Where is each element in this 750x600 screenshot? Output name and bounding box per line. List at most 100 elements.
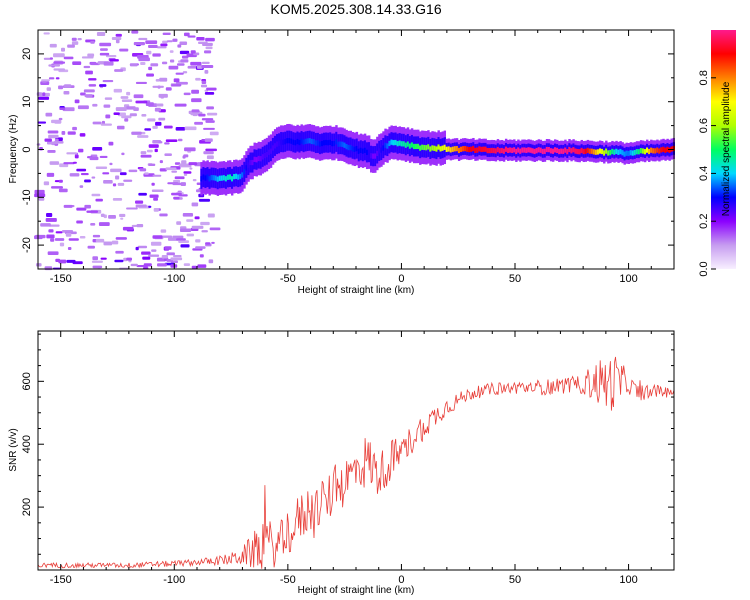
ridge-core [478,146,481,152]
noise-speckle [133,107,139,111]
ridge-core [304,138,308,145]
noise-speckle [174,176,185,180]
noise-speckle [154,148,158,153]
ridge-core [560,148,563,154]
noise-speckle [201,118,214,121]
noise-speckle [131,224,138,228]
noise-speckle [63,56,74,60]
noise-speckle [130,263,138,267]
snr-background [38,331,674,570]
ridge-core [613,149,616,155]
noise-speckle [204,50,212,54]
noise-speckle [48,229,54,233]
noise-speckle [180,226,187,230]
noise-speckle [68,238,79,241]
noise-speckle [205,120,215,123]
noise-speckle [191,98,202,103]
noise-speckle [201,80,207,85]
ridge-core [476,147,479,153]
noise-speckle [72,161,77,164]
ridge-core [566,149,569,155]
noise-speckle [120,217,124,220]
ridge-core [449,147,453,153]
noise-speckle [191,89,200,94]
noise-speckle [194,216,200,220]
colorbar-tick-label: 0.8 [698,70,710,85]
ridge-core [351,146,355,152]
noise-speckle [37,121,47,124]
ridge-core [333,140,336,147]
noise-speckle [126,257,133,261]
snr-x-tick-label: -50 [280,574,296,586]
ridge-core [327,140,330,146]
ridge-core [492,147,496,154]
noise-speckle [72,126,77,131]
noise-speckle [159,213,168,217]
ridge-core [574,148,577,154]
ridge-core [627,150,630,157]
noise-speckle [123,257,128,262]
noise-speckle [152,85,164,88]
spectrogram-x-tick-label: -100 [163,273,185,285]
noise-speckle [131,131,142,135]
ridge-core [666,146,669,152]
noise-speckle [148,44,158,48]
noise-speckle [190,50,196,54]
noise-speckle [207,112,218,116]
noise-speckle [171,192,182,196]
snr-x-tick-label: -150 [50,574,72,586]
noise-speckle [90,40,95,44]
noise-speckle [200,84,208,88]
noise-speckle [164,153,172,157]
noise-speckle [198,113,206,117]
noise-speckle [171,170,178,173]
ridge-core [447,146,451,152]
noise-speckle [159,77,168,82]
noise-speckle [112,183,117,187]
ridge-core [576,148,579,155]
ridge-core [455,146,459,152]
ridge-core [316,140,320,146]
ridge-core [249,159,252,166]
noise-speckle [148,66,153,71]
noise-speckle [84,204,91,209]
noise-speckle [161,254,169,259]
ridge-core [535,148,539,154]
noise-speckle [187,35,196,38]
ridge-core [335,139,338,145]
noise-speckle [79,235,86,239]
ridge-core [280,139,283,145]
ridge-core [494,148,498,154]
ridge-core [453,146,457,152]
noise-speckle [148,254,160,257]
ridge-core [551,148,555,154]
noise-speckle [63,162,75,165]
ridge-core [245,165,248,171]
snr-y-tick-label: 400 [21,435,33,453]
noise-speckle [186,233,194,237]
noise-speckle [48,77,55,80]
noise-speckle [100,123,112,126]
noise-speckle [191,109,200,113]
ridge-core [615,148,618,154]
ridge-core [648,148,651,155]
noise-speckle [99,52,110,56]
ridge-core [654,148,657,154]
noise-speckle [183,171,192,174]
ridge-core [645,147,649,153]
noise-speckle [183,263,191,266]
noise-speckle [209,227,221,231]
ridge-core [607,150,610,156]
noise-speckle [137,245,148,249]
spectrogram-x-label: Height of straight line (km) [298,285,415,296]
noise-speckle [195,77,201,81]
noise-speckle [155,121,162,126]
ridge-core [605,148,608,154]
noise-speckle [152,174,162,177]
noise-speckle [100,48,108,51]
ridge-core [388,140,391,147]
ridge-core [631,150,635,156]
ridge-core [421,144,424,150]
ridge-core [261,154,265,160]
noise-speckle [59,242,65,247]
